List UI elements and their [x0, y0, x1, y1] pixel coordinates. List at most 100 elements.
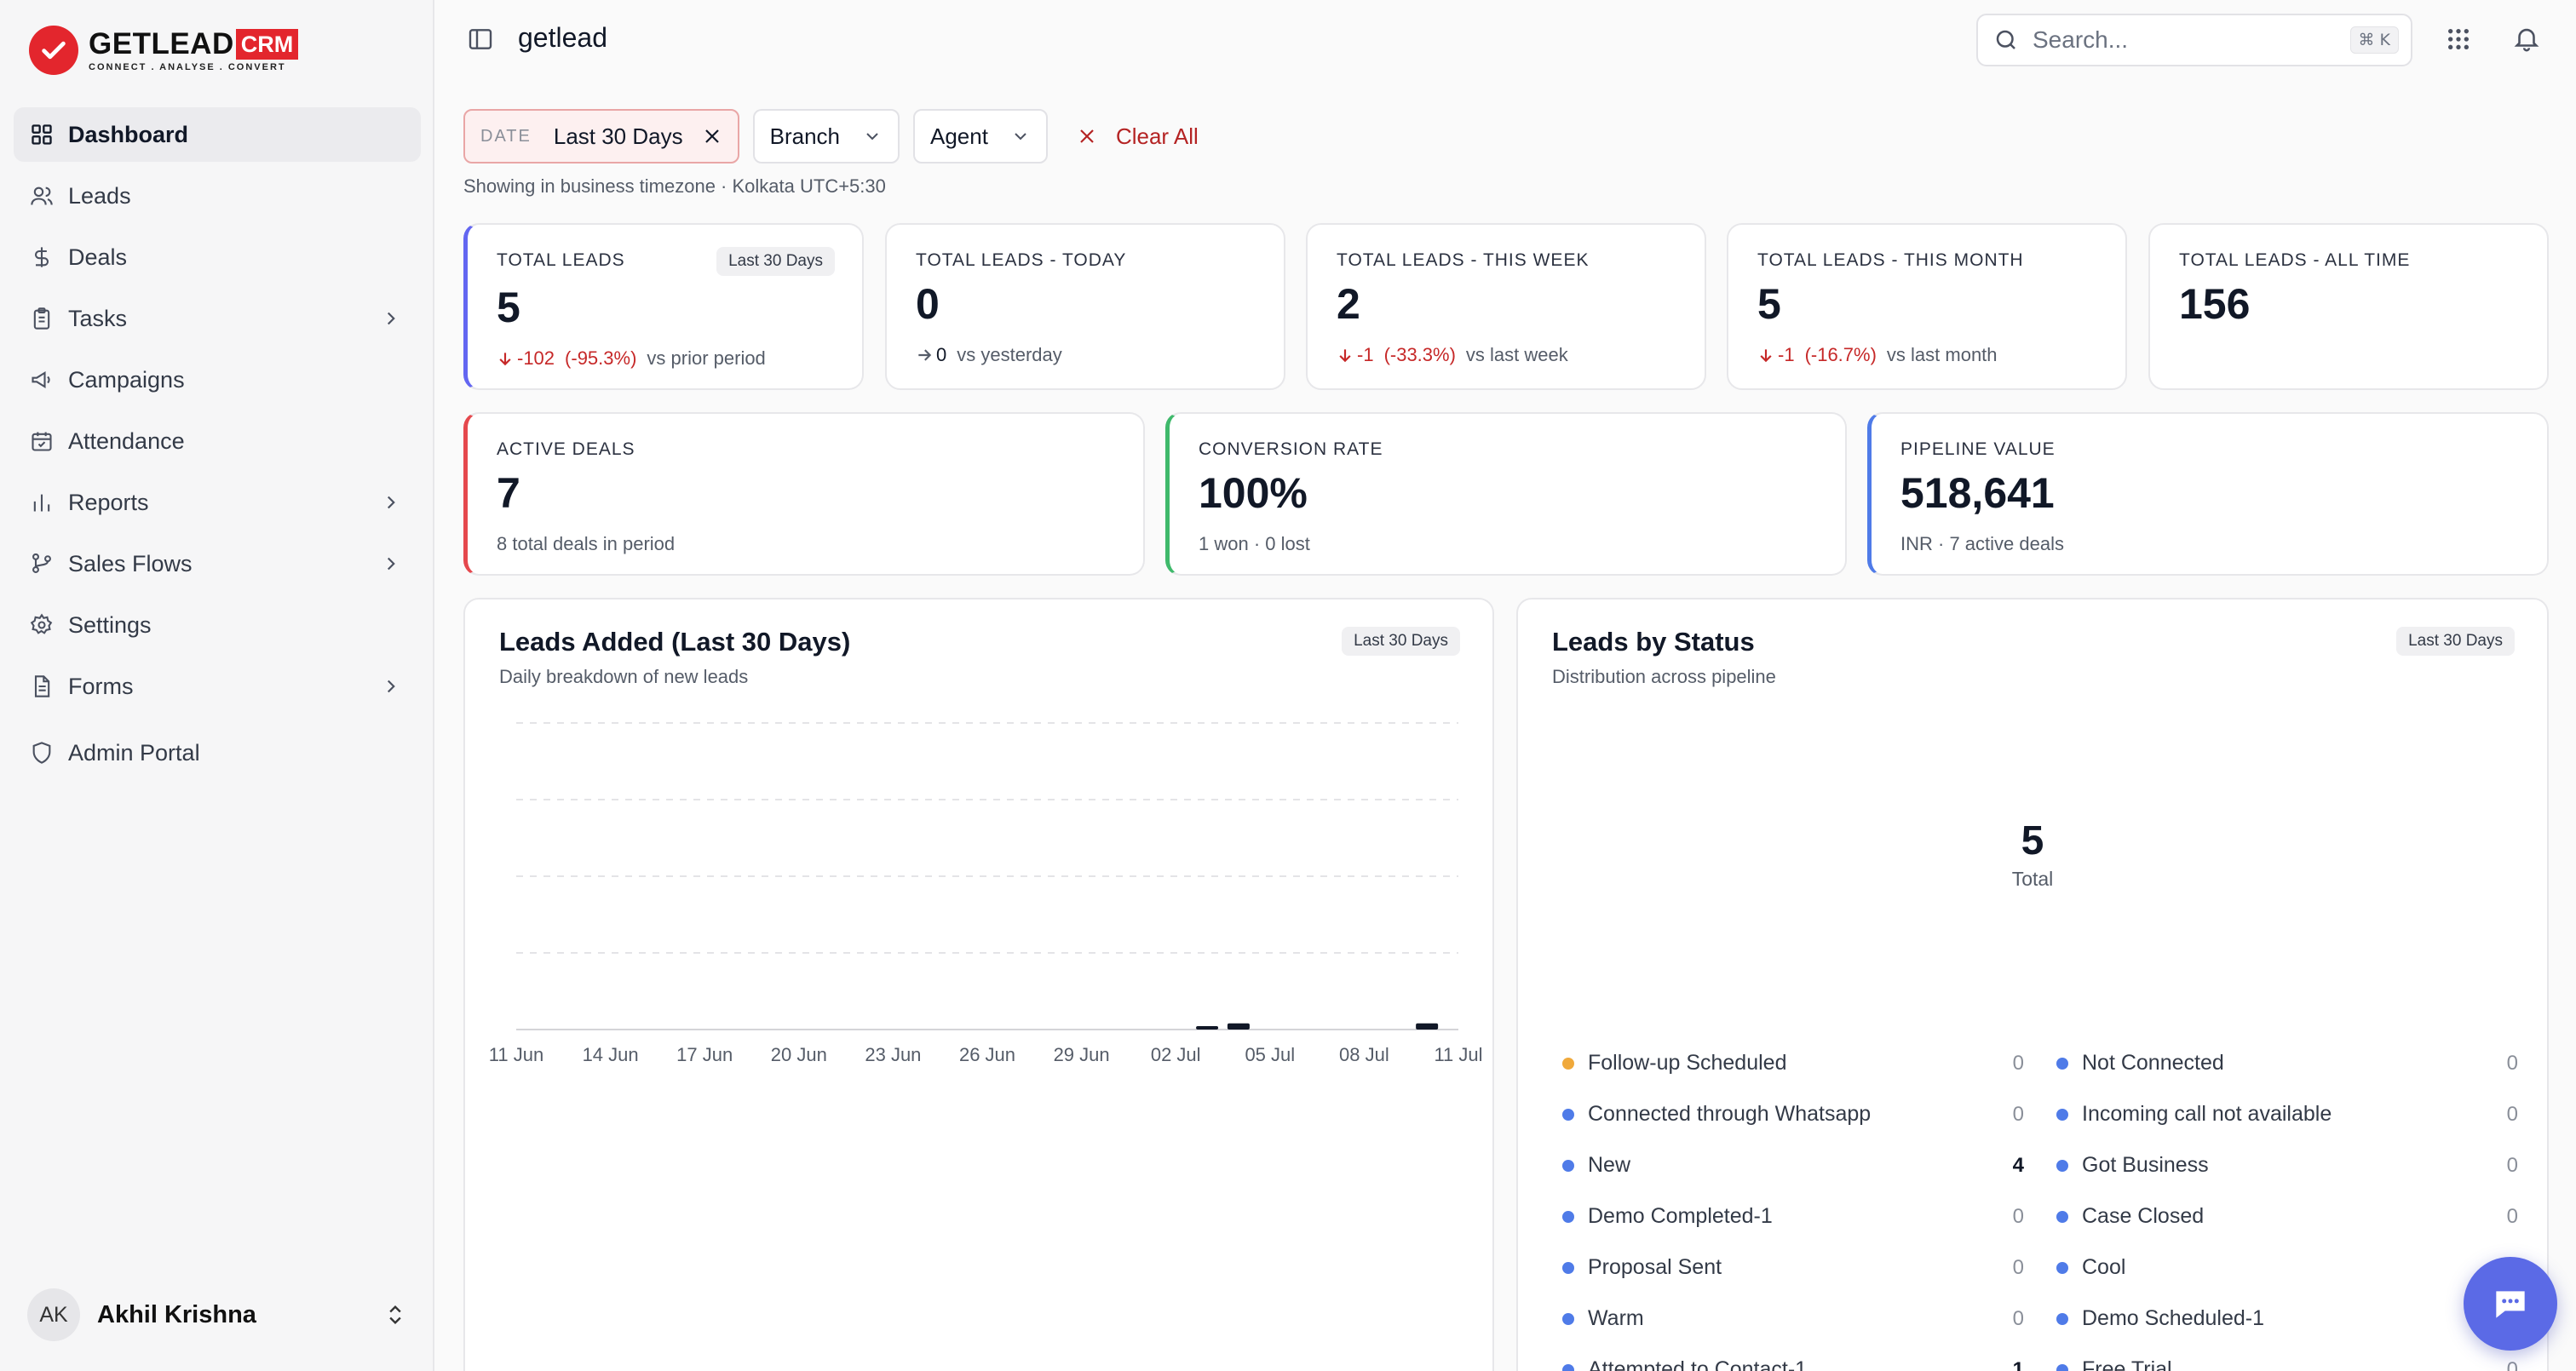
status-count: 4 [2012, 1154, 2024, 1177]
chat-icon [2496, 1291, 2525, 1318]
close-icon [1080, 129, 1094, 143]
brand-logo[interactable]: GETLEAD CRM CONNECT . ANALYSE . CONVERT [29, 26, 299, 75]
leads-by-status-panel: Leads by Status Distribution across pipe… [1516, 598, 2549, 1371]
status-legend-item[interactable]: Demo Scheduled-1 [2056, 1306, 2264, 1331]
kpi-card-conversion-rate: CONVERSION RATE 100% 1 won · 0 lost [1165, 412, 1847, 576]
chevron-right-icon [387, 680, 395, 693]
chart-bar[interactable] [1416, 1023, 1439, 1030]
status-legend-item[interactable]: Not Connected [2056, 1051, 2224, 1076]
x-tick-label: 26 Jun [959, 1044, 1015, 1065]
date-filter-value: Last 30 Days [553, 123, 683, 149]
period-badge: Last 30 Days [1342, 627, 1460, 656]
agent-select-label: Agent [930, 123, 988, 149]
status-count: 0 [2506, 1205, 2518, 1228]
arrow-right-icon [918, 349, 932, 361]
status-label: Case Closed [2082, 1204, 2205, 1228]
status-legend-item[interactable]: Attempted to Contact-1 [1562, 1357, 1807, 1371]
arrow-down-icon [1339, 349, 1351, 363]
arrow-down-icon [499, 353, 511, 366]
chart-bar[interactable] [1196, 1026, 1219, 1030]
period-badge: Last 30 Days [716, 247, 835, 276]
status-label: Got Business [2082, 1153, 2209, 1177]
status-legend-item[interactable]: Free Trial [2056, 1357, 2172, 1371]
status-dot [2056, 1057, 2068, 1070]
sidebar-item-deals[interactable]: Deals [14, 230, 421, 284]
status-label: New [1588, 1153, 1631, 1177]
status-dot [1562, 1057, 1574, 1070]
user-menu[interactable]: AK Akhil Krishna [27, 1288, 407, 1342]
period-badge: Last 30 Days [2396, 627, 2515, 656]
stat-delta-pct: (-95.3%) [565, 347, 637, 369]
filter-bar: DATE Last 30 Days Branch Agent Clear All [463, 109, 1199, 163]
sidebar-item-dashboard[interactable]: Dashboard [14, 107, 421, 162]
close-icon[interactable] [702, 126, 722, 146]
sidebar-item-reports[interactable]: Reports [14, 475, 421, 530]
brand-tagline: CONNECT . ANALYSE . CONVERT [89, 62, 286, 72]
stat-card-leads-all-time: TOTAL LEADS - ALL TIME 156 [2148, 223, 2549, 390]
kpi-value: 7 [497, 469, 520, 517]
x-tick-label: 08 Jul [1339, 1044, 1389, 1065]
status-legend-item[interactable]: Proposal Sent [1562, 1255, 1722, 1280]
sidebar-item-label: Tasks [68, 305, 128, 331]
status-legend-item[interactable]: Got Business [2056, 1153, 2209, 1178]
sidebar-item-admin-portal[interactable]: Admin Portal [14, 726, 421, 780]
sidebar-item-label: Sales Flows [68, 550, 193, 577]
stat-label: TOTAL LEADS [497, 250, 625, 270]
sidebar-item-sales-flows[interactable]: Sales Flows [14, 536, 421, 591]
agent-select[interactable]: Agent [913, 109, 1048, 163]
stat-delta: 0 [936, 344, 947, 365]
users-icon [29, 183, 55, 209]
chat-button[interactable] [2464, 1257, 2557, 1351]
sidebar-item-forms[interactable]: Forms [14, 659, 421, 714]
panel-subtitle: Daily breakdown of new leads [499, 666, 749, 687]
status-legend-item[interactable]: New [1562, 1153, 1630, 1178]
status-legend-item[interactable]: Connected through Whatsapp [1562, 1102, 1871, 1127]
sidebar-item-campaigns[interactable]: Campaigns [14, 353, 421, 407]
clear-all-button[interactable]: Clear All [1077, 123, 1199, 150]
stat-delta-pct: (-16.7%) [1804, 344, 1877, 365]
status-legend-item[interactable]: Incoming call not available [2056, 1102, 2332, 1127]
status-legend-item[interactable]: Case Closed [2056, 1204, 2204, 1229]
kpi-value: 100% [1199, 469, 1308, 517]
bell-icon[interactable] [2512, 24, 2541, 53]
status-label: Demo Scheduled-1 [2082, 1306, 2265, 1330]
status-dot [1562, 1261, 1574, 1274]
stat-delta-pct: (-33.3%) [1383, 344, 1456, 365]
status-label: Proposal Sent [1588, 1255, 1722, 1279]
status-legend-item[interactable]: Follow-up Scheduled [1562, 1051, 1786, 1076]
status-dot [2056, 1261, 2068, 1274]
status-legend-item[interactable]: Cool [2056, 1255, 2125, 1280]
chevron-down-icon [866, 133, 878, 141]
stat-compare: vs last month [1886, 344, 1998, 365]
sidebar-item-tasks[interactable]: Tasks [14, 291, 421, 346]
date-filter[interactable]: DATE Last 30 Days [463, 109, 739, 163]
branch-select-label: Branch [769, 123, 840, 149]
status-count: 0 [2012, 1256, 2024, 1279]
status-label: Follow-up Scheduled [1588, 1051, 1787, 1075]
status-dot [1562, 1108, 1574, 1121]
status-total-label: Total [2011, 868, 2054, 890]
kpi-sub: 1 won · 0 lost [1199, 533, 1310, 554]
status-count: 0 [2012, 1205, 2024, 1228]
search-input[interactable]: Search... ⌘ K [1976, 14, 2412, 66]
sidebar-item-label: Leads [68, 182, 131, 209]
apps-grid-icon[interactable] [2445, 26, 2472, 53]
status-legend-item[interactable]: Demo Completed-1 [1562, 1204, 1773, 1229]
sidebar-item-attendance[interactable]: Attendance [14, 414, 421, 468]
stat-label: TOTAL LEADS - THIS WEEK [1337, 250, 1590, 270]
status-legend-item[interactable]: Warm [1562, 1306, 1644, 1331]
status-count: 0 [2506, 1154, 2518, 1177]
chart-bar[interactable] [1227, 1023, 1250, 1030]
stat-delta-row: 0 vs yesterday [916, 344, 1062, 366]
branch-select[interactable]: Branch [752, 109, 900, 163]
panel-title: Leads by Status [1552, 627, 1755, 657]
clear-all-label: Clear All [1115, 123, 1199, 149]
stat-value: 5 [497, 284, 520, 331]
sidebar-item-settings[interactable]: Settings [14, 598, 421, 652]
stat-delta: -1 [1357, 344, 1374, 365]
status-dot [2056, 1159, 2068, 1172]
sidebar-toggle-icon[interactable] [467, 26, 494, 53]
arrow-down-icon [1760, 349, 1772, 363]
sidebar-item-leads[interactable]: Leads [14, 169, 421, 223]
leads-bar-chart: 11 Jun 14 Jun 17 Jun 20 Jun 23 Jun 26 Jun 29 J… [489, 722, 1483, 1065]
